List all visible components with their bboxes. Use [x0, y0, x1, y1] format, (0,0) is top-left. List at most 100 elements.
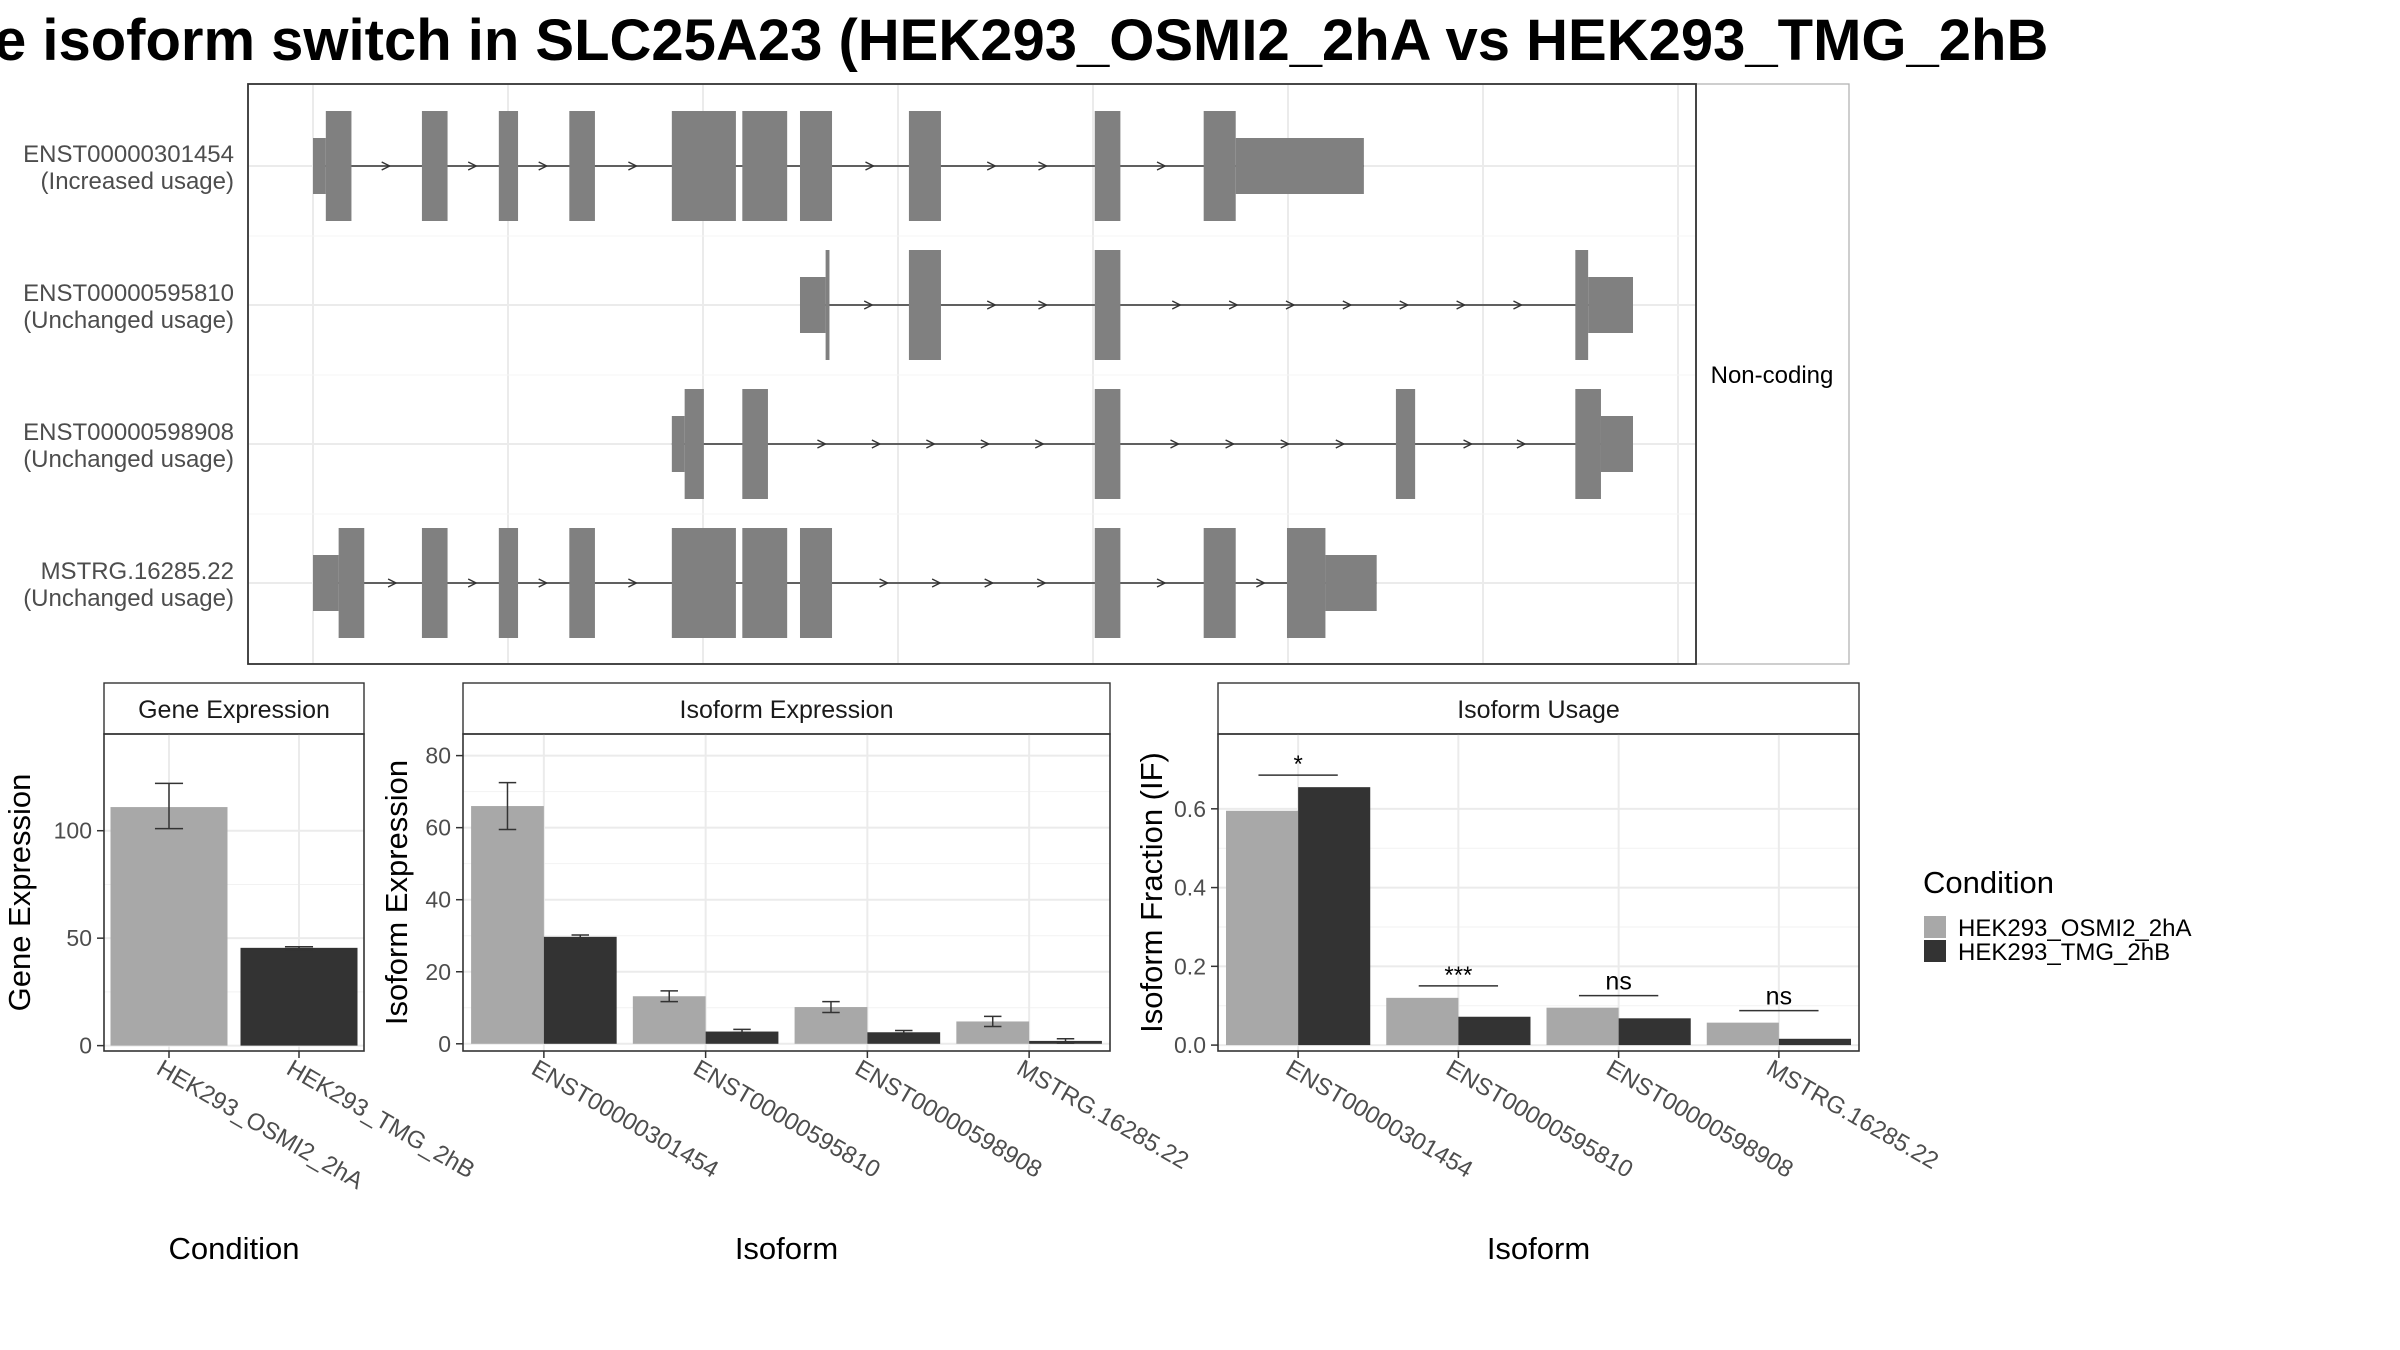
transcript-row — [799, 250, 1633, 360]
coding-exon — [799, 528, 833, 638]
strand-arrow — [817, 439, 827, 449]
y-tick-label: 0.2 — [1174, 953, 1206, 979]
coding-exon — [1203, 111, 1236, 221]
y-tick-label: 100 — [54, 818, 92, 844]
strand-arrow — [1156, 578, 1167, 588]
utr-exon — [1588, 277, 1633, 333]
strand-arrow — [980, 439, 991, 449]
strand-arrow — [1399, 300, 1410, 310]
coding-exon — [825, 250, 830, 360]
x-axis: ENST00000301454ENST00000595810ENST000005… — [527, 1051, 1193, 1184]
bar — [471, 806, 544, 1044]
coding-exon — [1094, 528, 1121, 638]
transcript-usage-label: (Increased usage) — [41, 168, 234, 195]
transcript-row — [671, 389, 1633, 499]
bar — [705, 1031, 779, 1044]
strand-arrow — [1516, 439, 1527, 449]
strand-arrow — [1256, 578, 1266, 588]
legend-swatch-2 — [1924, 940, 1946, 962]
panel-border — [103, 733, 365, 1052]
strand-arrow — [1513, 300, 1524, 310]
coding-exon — [908, 250, 941, 360]
panel-strip-title: Gene Expression — [138, 696, 330, 724]
strand-arrow — [871, 439, 882, 449]
strand-arrow — [926, 439, 936, 449]
isoform-expression-panel: Isoform Expression 0 20 40 60 80 ENST000003014… — [379, 682, 1193, 1266]
y-tick-label: 20 — [425, 959, 451, 985]
panel-strip — [1217, 682, 1860, 735]
bar — [1706, 1022, 1779, 1046]
strand-arrow — [1171, 300, 1182, 310]
y-tick-label: 50 — [66, 925, 92, 951]
coding-exon — [498, 111, 519, 221]
coding-exon — [671, 528, 736, 638]
strand-arrow — [1342, 300, 1353, 310]
strand-arrow — [538, 161, 549, 171]
y-axis-title: Gene Expression — [2, 774, 37, 1012]
coding-exon — [671, 111, 736, 221]
transcript-usage-label: (Unchanged usage) — [23, 307, 234, 334]
coding-exon — [742, 389, 768, 499]
isoform-usage-panel: Isoform Usage**** nsns0.00.20.40.6ENST000… — [1134, 682, 1943, 1266]
strand-arrow — [984, 578, 995, 588]
y-tick-label: 80 — [425, 743, 451, 769]
strand-arrow — [467, 578, 478, 588]
strand-arrow — [986, 300, 997, 310]
panel-strip — [103, 682, 365, 735]
utr-exon — [799, 277, 826, 333]
bar — [1298, 787, 1371, 1046]
coding-exon — [569, 111, 595, 221]
coding-exon — [1094, 389, 1121, 499]
strand-arrow — [1456, 300, 1467, 310]
utr-exon — [1235, 138, 1364, 194]
strand-arrow — [1228, 300, 1239, 310]
transcript-row — [313, 528, 1377, 638]
x-axis-title: Condition — [169, 1231, 300, 1266]
coding-exon — [569, 528, 595, 638]
strand-arrow — [628, 161, 638, 171]
coding-exon — [1575, 389, 1601, 499]
legend: Condition HEK293_OSMI2_2hA HEK293_TMG_2h… — [1923, 865, 2191, 966]
strand-arrow — [1225, 439, 1236, 449]
panel-border — [462, 733, 1111, 1052]
significance-label: *** — [1444, 962, 1472, 989]
y-tick-label: 0 — [438, 1031, 451, 1057]
bars — [471, 781, 1102, 1044]
coding-exon — [1286, 528, 1326, 638]
transcript-row — [313, 111, 1364, 221]
y-tick-label: 60 — [425, 815, 451, 841]
strand-arrow — [986, 161, 997, 171]
coding-exon — [799, 111, 833, 221]
strand-arrow — [865, 161, 876, 171]
structure-strip — [1695, 83, 1850, 665]
bar — [632, 996, 706, 1044]
panel-strip-title: Isoform Usage — [1457, 696, 1620, 724]
strand-arrow — [863, 300, 874, 310]
strand-arrow — [1156, 161, 1167, 171]
strand-arrow — [879, 578, 890, 588]
strand-arrow — [1036, 578, 1047, 588]
structure-rows — [313, 111, 1633, 638]
strand-arrow — [1280, 439, 1291, 449]
coding-exon — [908, 111, 941, 221]
y-tick-label: 0.0 — [1174, 1032, 1206, 1058]
x-axis-title: Isoform — [1487, 1231, 1590, 1266]
strand-arrow — [1038, 161, 1049, 171]
coding-exon — [1094, 111, 1121, 221]
bar — [956, 1021, 1030, 1044]
utr-exon — [1325, 555, 1377, 611]
strand-arrow — [538, 578, 549, 588]
coding-exon — [1575, 250, 1589, 360]
coding-exon — [1203, 528, 1236, 638]
strand-arrow — [1285, 300, 1296, 310]
x-axis-title: Isoform — [735, 1231, 838, 1266]
utr-exon — [313, 138, 326, 194]
coding-exon — [498, 528, 519, 638]
transcript-id-label: ENST00000595810 — [23, 280, 234, 307]
y-axis: 0 50 100 — [54, 818, 104, 1059]
y-axis: 0 20 40 60 80 — [425, 743, 463, 1057]
coding-exon — [1094, 250, 1121, 360]
